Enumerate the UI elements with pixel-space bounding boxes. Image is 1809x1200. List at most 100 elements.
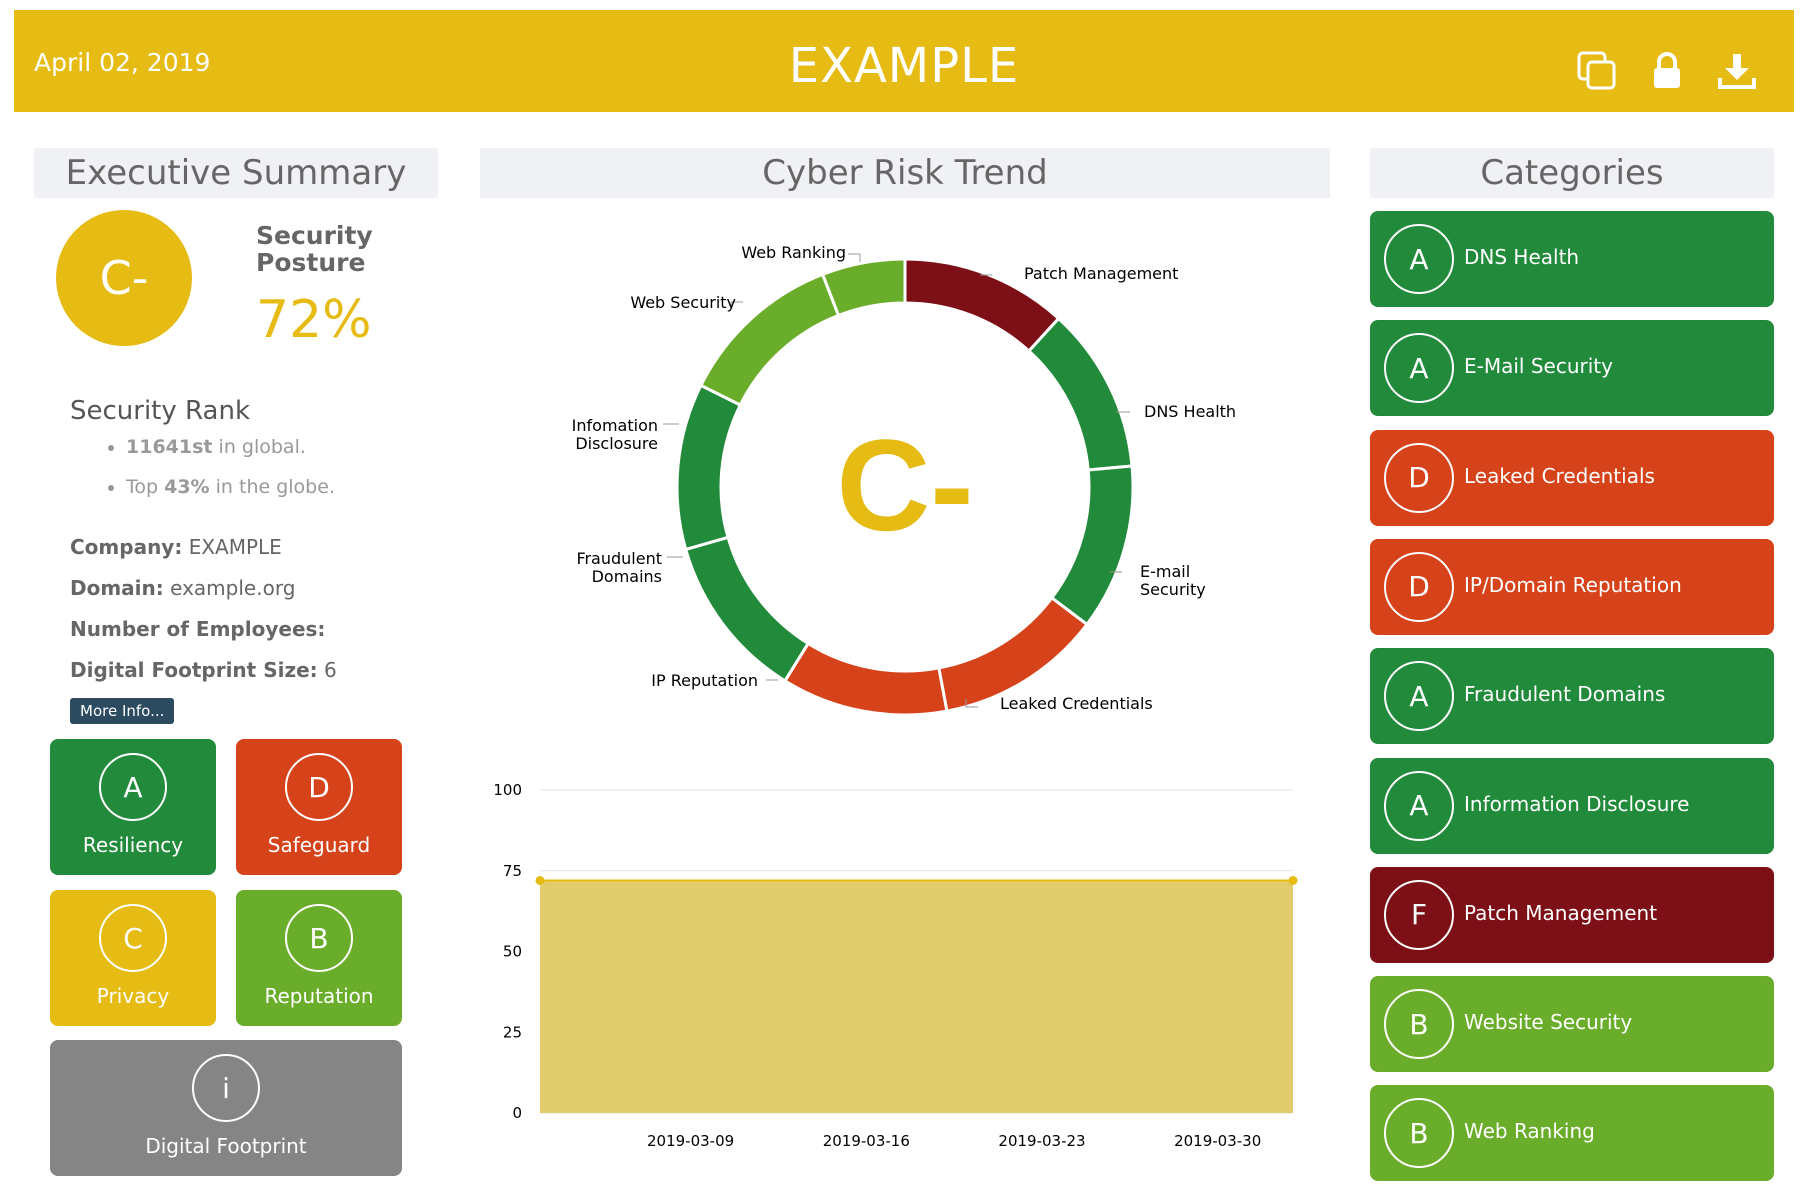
company-row: Company: EXAMPLE [70,535,282,559]
donut-slice-ip-reputation[interactable] [782,641,949,717]
footprint-row: Digital Footprint Size: 6 [70,658,337,682]
tile-label: Digital Footprint [145,1134,307,1158]
category-label: DNS Health [1464,245,1580,269]
y-tick-label: 75 [503,862,522,880]
x-tick-label: 2019-03-09 [647,1132,734,1150]
donut-slice-fraudulent-domains[interactable] [683,535,811,683]
category-e-mail-security[interactable]: A E-Mail Security [1370,320,1774,417]
top-header: April 02, 2019 EXAMPLE [14,10,1794,112]
category-grade-ring: B [1384,989,1454,1060]
security-posture-label: Security Posture [256,222,373,276]
tile-privacy[interactable]: C Privacy [50,890,216,1026]
tile-reputation[interactable]: B Reputation [236,890,402,1026]
rank-top-suffix: in the globe. [209,476,335,498]
category-grade-ring: A [1384,770,1454,841]
security-rank-list: 11641st in global. Top 43% in the globe. [96,436,335,516]
category-patch-management[interactable]: F Patch Management [1370,866,1774,963]
y-tick-label: 0 [512,1104,522,1122]
tile-label: Privacy [96,984,170,1008]
company-value: EXAMPLE [188,535,282,559]
category-dns-health[interactable]: A DNS Health [1370,211,1774,307]
page-title: EXAMPLE [788,38,1020,94]
tile-label: Safeguard [267,833,371,857]
category-label: Leaked Credentials [1464,463,1655,488]
donut-label-info-disclosure-1: Infomation [572,416,658,435]
donut-label-dns-health: DNS Health [1144,402,1236,421]
lock-icon[interactable] [1644,48,1690,94]
tile-label: Reputation [264,984,374,1008]
domain-label: Domain: [70,576,164,600]
overall-grade-badge: C- [56,210,192,346]
donut-slice-e-mail-security[interactable] [1049,464,1135,627]
category-grade-ring: D [1384,551,1454,622]
report-date: April 02, 2019 [34,48,211,77]
donut-label-fraudulent-1: Fraudulent [576,549,662,568]
tile-grade-ring: B [285,904,353,972]
tile-safeguard[interactable]: D Safeguard [236,739,402,875]
rank-global-item: 11641st in global. [126,436,335,458]
info-icon: i [192,1054,260,1122]
cyber-risk-trend-heading: Cyber Risk Trend [480,148,1330,198]
y-tick-label: 50 [503,943,522,961]
tile-label: Resiliency [82,833,184,857]
donut-label-info-disclosure-2: Disclosure [575,434,658,453]
donut-center-grade: C- [836,412,973,558]
donut-label-email-2: Security [1140,580,1206,599]
category-grade-ring: B [1384,1098,1454,1169]
category-grade-ring: A [1384,333,1454,404]
donut-slice-dns-health[interactable] [1026,316,1134,472]
category-information-disclosure[interactable]: A Information Disclosure [1370,757,1774,854]
risk-donut-chart: C- Web Ranking Patch Management Web Secu… [572,243,1236,717]
y-tick-label: 25 [503,1023,522,1041]
security-rank-heading: Security Rank [70,396,250,426]
category-grade-ring: A [1384,224,1454,294]
x-tick-label: 2019-03-30 [1174,1132,1261,1150]
footprint-label: Digital Footprint Size: [70,658,318,682]
donut-label-ip-reputation: IP Reputation [651,671,758,690]
category-grade-ring: A [1384,661,1454,732]
domain-value: example.org [170,576,296,600]
risk-trend-area-chart: 0 25 50 75 100 2019-03-09 2019-03-16 2019-03-2… [493,781,1298,1150]
more-info-button[interactable]: More Info... [70,698,175,724]
category-fraudulent-domains[interactable]: A Fraudulent Domains [1370,648,1774,745]
tile-grade-ring: A [99,753,167,821]
domain-row: Domain: example.org [70,576,295,600]
tile-resiliency[interactable]: A Resiliency [50,739,216,875]
category-label: Website Security [1464,1010,1633,1035]
employees-label: Number of Employees: [70,617,326,641]
rank-global-value: 11641st [126,436,213,458]
download-icon[interactable] [1714,48,1760,94]
tile-grade-ring: D [285,753,353,821]
donut-label-web-ranking: Web Ranking [741,243,846,262]
security-posture-value: 72% [256,290,372,350]
donut-slice-web-ranking[interactable] [820,257,907,318]
donut-slice-infomation-disclosure[interactable] [675,383,743,552]
donut-label-leaked-credentials: Leaked Credentials [1000,694,1153,713]
category-label: Information Disclosure [1464,791,1690,816]
category-web-ranking[interactable]: B Web Ranking [1370,1085,1774,1182]
trend-area [540,880,1293,1113]
category-label: Web Ranking [1464,1119,1595,1144]
trend-point[interactable] [535,875,545,885]
tile-digital-footprint[interactable]: i Digital Footprint [50,1040,402,1176]
executive-summary-heading: Executive Summary [34,148,438,198]
employees-row: Number of Employees: [70,617,325,641]
category-label: Patch Management [1464,900,1658,925]
trend-point[interactable] [1288,875,1298,885]
category-ip-domain-reputation[interactable]: D IP/Domain Reputation [1370,538,1774,635]
posture-label-line-2: Posture [256,248,366,277]
x-tick-label: 2019-03-16 [823,1132,910,1150]
y-tick-label: 100 [493,781,522,799]
categories-heading: Categories [1370,148,1774,198]
category-website-security[interactable]: B Website Security [1370,976,1774,1073]
donut-label-web-security: Web Security [630,293,736,312]
copy-icon[interactable] [1574,48,1620,94]
category-grade-ring: D [1384,442,1454,513]
tile-grade-ring: C [99,904,167,972]
category-label: Fraudulent Domains [1464,682,1666,707]
category-leaked-credentials[interactable]: D Leaked Credentials [1370,429,1774,526]
donut-label-email-1: E-mail [1140,562,1190,581]
rank-top-prefix: Top [126,476,165,498]
rank-top-value: 43% [164,476,210,498]
rank-global-suffix: in global. [212,436,306,458]
